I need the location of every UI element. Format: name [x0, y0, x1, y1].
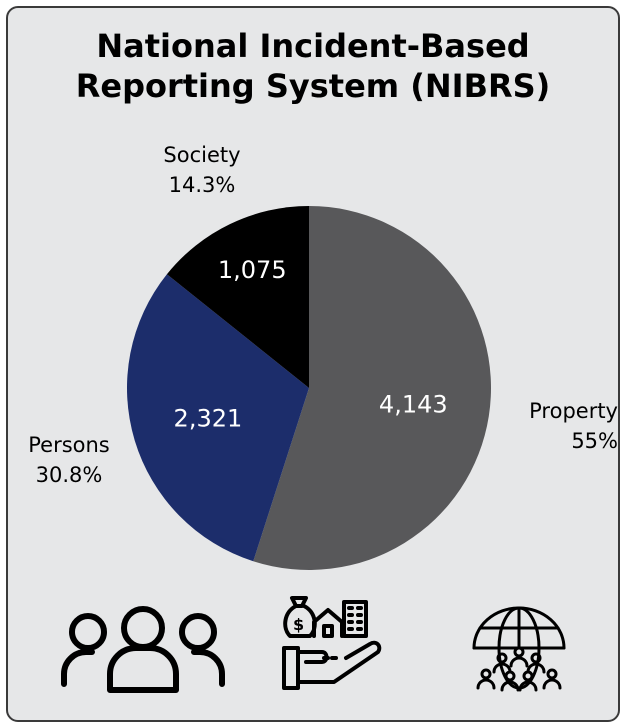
svg-text:$: $	[293, 615, 304, 634]
data-label-persons: 2,321	[174, 404, 243, 432]
society-icon	[472, 606, 566, 692]
chart-title-line-1: National Incident-Based	[96, 27, 530, 65]
property-name: Property	[529, 399, 618, 423]
society-percent: 14.3%	[168, 173, 236, 197]
persons-icon	[61, 606, 225, 693]
persons-percent: 30.8%	[35, 463, 103, 487]
property-percent: 55%	[571, 429, 618, 453]
pie-slice-persons	[126, 274, 310, 562]
data-label-society: 1,075	[218, 256, 287, 284]
property-label: Property 55%	[492, 396, 618, 456]
pie-slice-society	[166, 206, 309, 388]
persons-label: Persons 30.8%	[14, 430, 124, 490]
property-icon: $	[282, 596, 382, 690]
pie-slice-property	[253, 206, 491, 570]
chart-title-line-2: Reporting System (NIBRS)	[75, 67, 551, 105]
society-name: Society	[163, 143, 241, 167]
data-label-property: 4,143	[379, 390, 448, 418]
persons-name: Persons	[28, 433, 110, 457]
society-label: Society 14.3%	[142, 140, 262, 200]
chart-title: National Incident-Based Reporting System…	[0, 26, 626, 106]
